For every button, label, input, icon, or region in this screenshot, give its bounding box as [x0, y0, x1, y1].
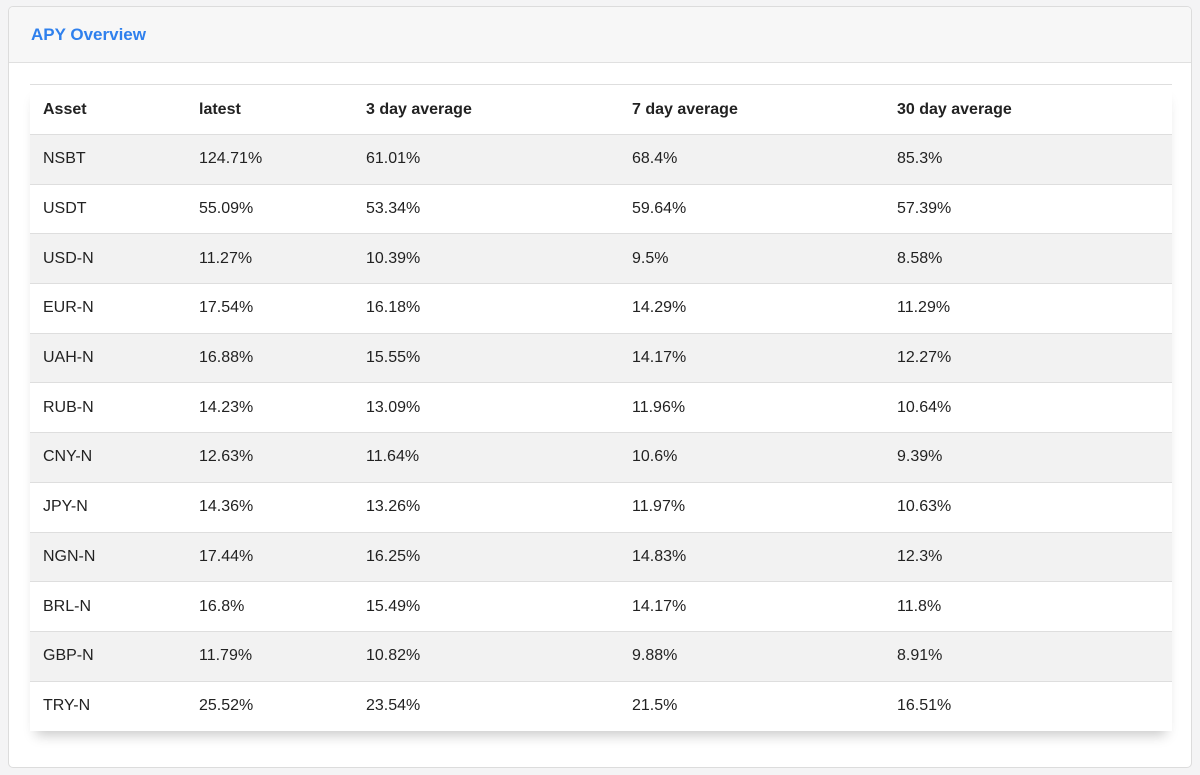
table-body: NSBT 124.71% 61.01% 68.4% 85.3% USDT 55.… [30, 134, 1172, 731]
table-row: NGN-N 17.44% 16.25% 14.83% 12.3% [30, 531, 1172, 582]
cell-30-day-average: 16.51% [884, 680, 1172, 731]
cell-3-day-average: 10.39% [353, 233, 619, 284]
table-row: EUR-N 17.54% 16.18% 14.29% 11.29% [30, 283, 1172, 334]
cell-asset: BRL-N [30, 581, 186, 632]
cell-3-day-average: 13.09% [353, 382, 619, 433]
cell-7-day-average: 9.5% [619, 233, 884, 284]
cell-latest: 16.8% [186, 581, 353, 632]
cell-3-day-average: 10.82% [353, 630, 619, 682]
cell-asset: NGN-N [30, 531, 186, 582]
cell-7-day-average: 10.6% [619, 432, 884, 483]
table-container: Asset latest 3 day average 7 day average… [30, 84, 1172, 731]
cell-3-day-average: 15.49% [353, 581, 619, 632]
cell-30-day-average: 12.27% [884, 332, 1172, 383]
cell-asset: JPY-N [30, 481, 186, 532]
cell-asset: CNY-N [30, 432, 186, 483]
cell-7-day-average: 14.83% [619, 531, 884, 582]
cell-7-day-average: 59.64% [619, 183, 884, 234]
table-row: GBP-N 11.79% 10.82% 9.88% 8.91% [30, 630, 1172, 682]
cell-3-day-average: 53.34% [353, 183, 619, 234]
table-row: RUB-N 14.23% 13.09% 11.96% 10.64% [30, 382, 1172, 433]
table-row: NSBT 124.71% 61.01% 68.4% 85.3% [30, 134, 1172, 185]
cell-30-day-average: 11.8% [884, 581, 1172, 632]
table-head: Asset latest 3 day average 7 day average… [30, 84, 1172, 135]
cell-latest: 55.09% [186, 183, 353, 234]
cell-30-day-average: 85.3% [884, 134, 1172, 185]
cell-asset: TRY-N [30, 680, 186, 731]
cell-asset: GBP-N [30, 630, 186, 682]
cell-asset: NSBT [30, 134, 186, 185]
cell-7-day-average: 14.29% [619, 283, 884, 334]
table-row: USDT 55.09% 53.34% 59.64% 57.39% [30, 183, 1172, 234]
card-header: APY Overview [9, 7, 1191, 63]
table-row: TRY-N 25.52% 23.54% 21.5% 16.51% [30, 680, 1172, 731]
cell-3-day-average: 13.26% [353, 481, 619, 532]
cell-3-day-average: 15.55% [353, 332, 619, 383]
cell-latest: 25.52% [186, 680, 353, 731]
header-row: Asset latest 3 day average 7 day average… [30, 84, 1172, 135]
cell-7-day-average: 11.96% [619, 382, 884, 433]
cell-7-day-average: 14.17% [619, 581, 884, 632]
cell-7-day-average: 11.97% [619, 481, 884, 532]
cell-latest: 16.88% [186, 332, 353, 383]
cell-asset: USDT [30, 183, 186, 234]
cell-asset: USD-N [30, 233, 186, 284]
table-row: BRL-N 16.8% 15.49% 14.17% 11.8% [30, 581, 1172, 632]
cell-asset: UAH-N [30, 332, 186, 383]
card-title: APY Overview [31, 24, 146, 44]
cell-latest: 11.27% [186, 233, 353, 284]
cell-latest: 17.44% [186, 531, 353, 582]
cell-7-day-average: 21.5% [619, 680, 884, 731]
table-row: UAH-N 16.88% 15.55% 14.17% 12.27% [30, 332, 1172, 383]
column-header-7-day-average[interactable]: 7 day average [619, 84, 884, 135]
table-row: CNY-N 12.63% 11.64% 10.6% 9.39% [30, 432, 1172, 483]
cell-30-day-average: 8.58% [884, 233, 1172, 284]
cell-30-day-average: 8.91% [884, 630, 1172, 682]
cell-30-day-average: 11.29% [884, 283, 1172, 334]
cell-30-day-average: 10.63% [884, 481, 1172, 532]
cell-7-day-average: 9.88% [619, 630, 884, 682]
cell-latest: 14.23% [186, 382, 353, 433]
column-header-latest[interactable]: latest [186, 84, 353, 135]
cell-3-day-average: 16.25% [353, 531, 619, 582]
cell-latest: 124.71% [186, 134, 353, 185]
cell-latest: 11.79% [186, 630, 353, 682]
cell-asset: RUB-N [30, 382, 186, 433]
apy-overview-card: APY Overview Asset latest 3 day average … [8, 6, 1192, 768]
cell-latest: 17.54% [186, 283, 353, 334]
cell-30-day-average: 57.39% [884, 183, 1172, 234]
table-row: JPY-N 14.36% 13.26% 11.97% 10.63% [30, 481, 1172, 532]
cell-30-day-average: 10.64% [884, 382, 1172, 433]
cell-7-day-average: 14.17% [619, 332, 884, 383]
column-header-30-day-average[interactable]: 30 day average [884, 84, 1172, 135]
apy-table: Asset latest 3 day average 7 day average… [30, 84, 1172, 731]
table-row: USD-N 11.27% 10.39% 9.5% 8.58% [30, 233, 1172, 284]
cell-latest: 14.36% [186, 481, 353, 532]
cell-30-day-average: 9.39% [884, 432, 1172, 483]
cell-asset: EUR-N [30, 283, 186, 334]
cell-latest: 12.63% [186, 432, 353, 483]
cell-30-day-average: 12.3% [884, 531, 1172, 582]
cell-3-day-average: 11.64% [353, 432, 619, 483]
cell-3-day-average: 23.54% [353, 680, 619, 731]
cell-3-day-average: 61.01% [353, 134, 619, 185]
column-header-3-day-average[interactable]: 3 day average [353, 84, 619, 135]
cell-3-day-average: 16.18% [353, 283, 619, 334]
cell-7-day-average: 68.4% [619, 134, 884, 185]
column-header-asset[interactable]: Asset [30, 84, 186, 135]
